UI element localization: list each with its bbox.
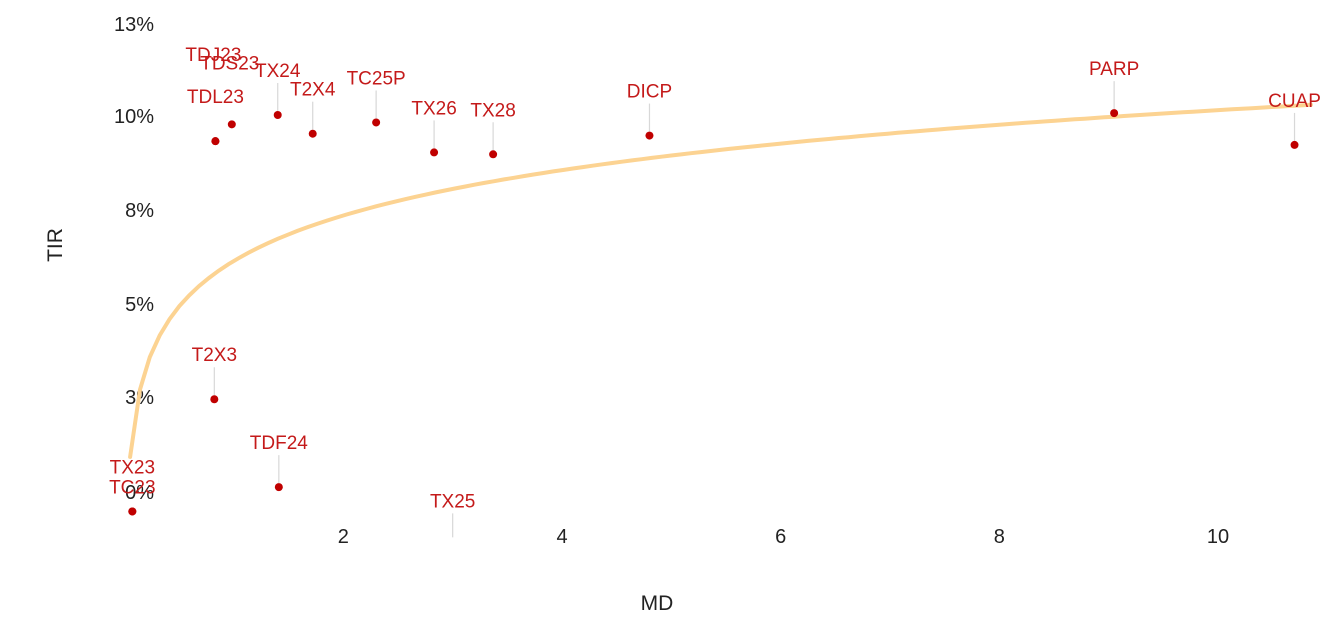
y-tick-label: 0% bbox=[125, 482, 154, 504]
data-point bbox=[430, 148, 439, 157]
x-tick-label: 4 bbox=[556, 526, 567, 548]
y-axis-title: TIR bbox=[44, 228, 67, 262]
data-label: TX28 bbox=[470, 100, 515, 121]
data-label: TX24 bbox=[255, 61, 301, 82]
data-point bbox=[1110, 109, 1119, 118]
trendline bbox=[128, 102, 1313, 459]
data-label: TX26 bbox=[411, 98, 456, 119]
data-label: PARP bbox=[1089, 59, 1139, 80]
data-label: TX23 bbox=[110, 457, 155, 478]
data-label: CUAP bbox=[1268, 91, 1321, 112]
data-label: TX25 bbox=[430, 491, 475, 512]
y-tick-label: 8% bbox=[125, 200, 154, 222]
data-label: TC25P bbox=[347, 68, 406, 89]
data-points bbox=[128, 109, 1299, 516]
y-axis-ticks: 0%3%5%8%10%13% bbox=[114, 14, 154, 504]
y-tick-label: 13% bbox=[114, 14, 154, 36]
data-point bbox=[372, 118, 381, 127]
data-point bbox=[273, 111, 282, 119]
data-label: TC23 bbox=[109, 477, 155, 498]
x-axis-ticks: 2 4 6 8 10 bbox=[338, 526, 1229, 548]
data-label: T2X4 bbox=[290, 80, 336, 101]
data-label: TDJ23 bbox=[185, 45, 241, 66]
data-point bbox=[1290, 140, 1299, 149]
data-point bbox=[308, 129, 317, 138]
y-tick-label: 5% bbox=[125, 294, 154, 316]
data-label: TDL23 bbox=[187, 87, 244, 108]
data-point bbox=[489, 150, 498, 159]
data-point bbox=[274, 483, 283, 492]
x-tick-label: 8 bbox=[994, 526, 1005, 548]
data-point bbox=[211, 137, 220, 146]
data-point bbox=[128, 507, 137, 516]
data-point bbox=[645, 131, 654, 140]
data-label: TDF24 bbox=[250, 433, 309, 454]
data-label: T2X3 bbox=[192, 345, 237, 366]
x-axis-title: MD bbox=[641, 592, 674, 615]
data-label: DICP bbox=[627, 82, 672, 103]
data-label: TDS23 bbox=[200, 53, 259, 74]
y-tick-label: 10% bbox=[114, 106, 154, 128]
data-point bbox=[210, 395, 219, 404]
data-point bbox=[227, 120, 236, 129]
x-tick-label: 10 bbox=[1207, 526, 1229, 548]
x-tick-label: 6 bbox=[775, 526, 786, 548]
label-leader-lines bbox=[213, 81, 1296, 538]
x-tick-label: 2 bbox=[338, 526, 349, 548]
